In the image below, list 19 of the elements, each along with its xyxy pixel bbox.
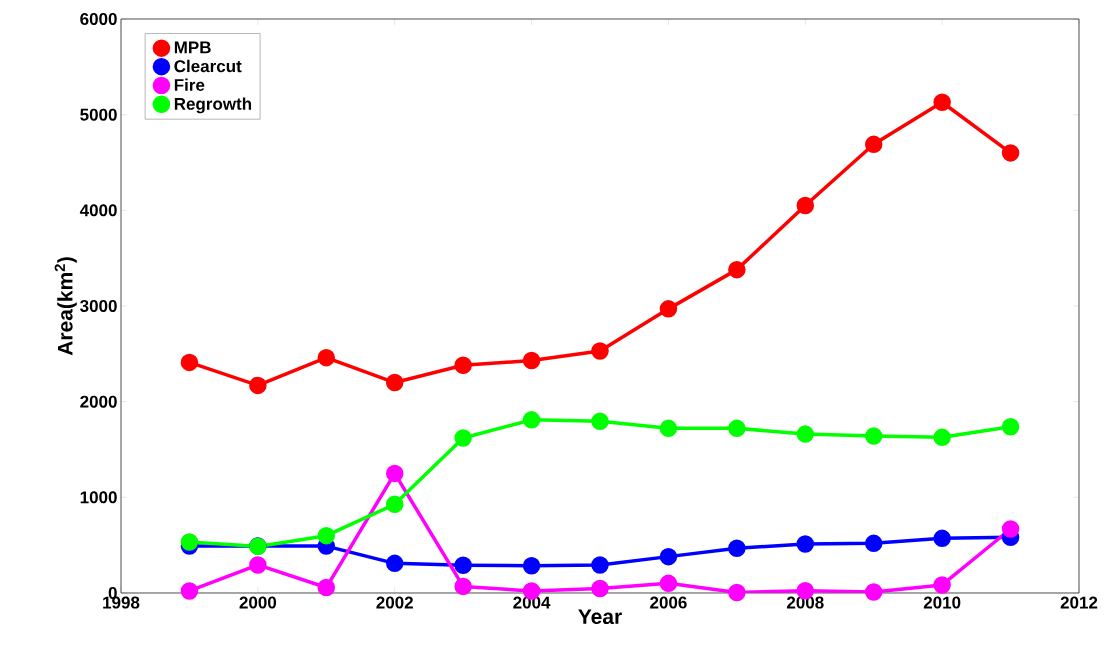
x-tick-label: 2006	[650, 596, 687, 609]
legend-label: MPB	[174, 41, 211, 54]
x-tick-label: 2012	[1060, 596, 1098, 609]
y-axis-title: Area(km$^{2}$)	[54, 257, 77, 356]
x-tick-label: 2002	[376, 596, 413, 609]
x-tick-label: 2000	[239, 596, 277, 609]
x-tick-label: 2010	[923, 596, 961, 609]
y-tick-label: 4000	[79, 204, 117, 217]
legend-label: Fire	[174, 78, 205, 92]
legend-label: Regrowth	[174, 97, 252, 114]
x-tick-label: 2008	[786, 596, 824, 609]
x-axis-title: Year	[578, 609, 622, 625]
y-tick-label: 5000	[80, 108, 117, 121]
y-tick-label: 6000	[80, 12, 117, 26]
y-tick-label: 3000	[80, 299, 117, 313]
y-tick-label: 1000	[80, 491, 117, 504]
legend-label: Clearcut	[174, 59, 242, 73]
y-tick-label: 2000	[80, 395, 117, 408]
x-tick-label: 2004	[513, 596, 551, 609]
